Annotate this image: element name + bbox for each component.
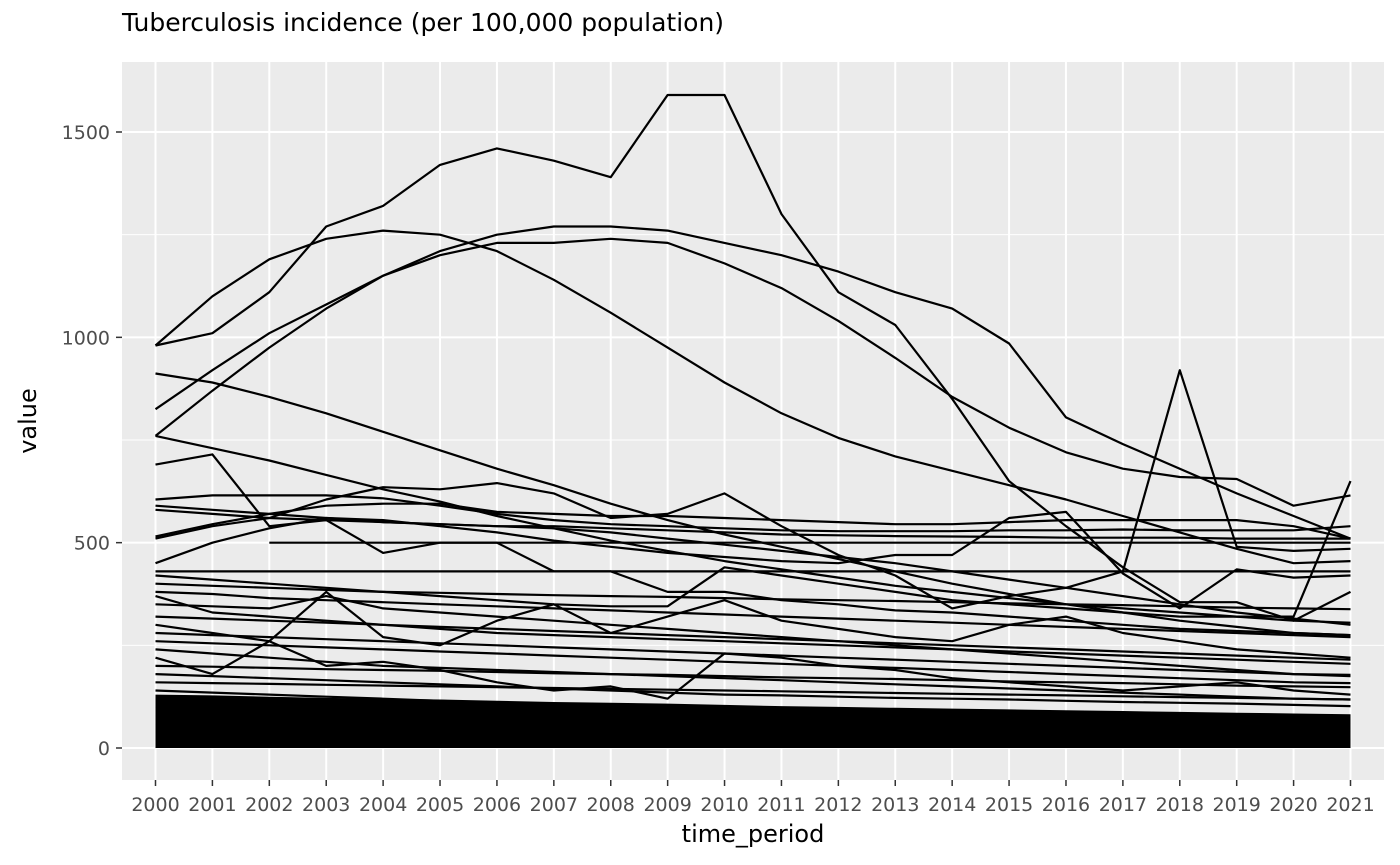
series-line-12 [155,369,1351,610]
plot-panel [122,62,1384,780]
y-tick-label: 0 [98,738,110,760]
series-line-7 [155,453,1351,637]
x-axis-title: time_period [682,820,825,848]
x-tick-label: 2012 [814,794,862,816]
y-tick-label: 1000 [62,327,110,349]
x-tick-label: 2016 [1042,794,1090,816]
x-tick-label: 2013 [871,794,919,816]
series-line-5 [155,372,1351,637]
series-line-11 [155,502,1351,540]
x-tick-label: 2020 [1269,794,1317,816]
x-tick-label: 2018 [1156,794,1204,816]
x-tick-label: 2008 [587,794,635,816]
x-tick-label: 2011 [757,794,805,816]
series-line-33 [155,714,1351,734]
series-line-2 [155,93,1351,622]
series-line-21 [155,615,1351,661]
x-tick-label: 2017 [1099,794,1147,816]
x-tick-label: 2006 [473,794,521,816]
x-tick-label: 2000 [131,794,179,816]
series-line-3 [154,225,1351,540]
series-line-27 [155,664,1351,689]
series-line-32 [155,705,1351,726]
grid-lines [122,62,1384,780]
axis-ticks [116,131,1352,786]
y-axis-title: value [14,388,42,454]
series-line-22 [155,590,1351,659]
series-line-13 [155,510,1351,610]
x-tick-label: 2005 [416,794,464,816]
series-line-17 [155,582,1351,611]
series-line-31 [155,697,1351,718]
series-line-30 [155,689,1351,722]
series-line-8 [155,494,1351,533]
x-tick-label: 2010 [700,794,748,816]
x-tick-label: 2001 [188,794,236,816]
series-line-28 [155,673,1351,708]
series-line-24 [155,640,1351,685]
series-line-10 [155,508,1351,540]
x-tick-label: 2019 [1213,794,1261,816]
series-line-1 [154,229,1351,565]
x-tick-label: 2014 [928,794,976,816]
series-line-20 [155,595,1351,678]
series-line-35 [155,730,1351,742]
x-tick-label: 2021 [1326,794,1374,816]
y-axis-tick-labels: 0 500 1000 1500 [62,122,110,760]
y-tick-label: 500 [74,533,110,555]
series-line-36 [155,738,1351,745]
y-tick-label: 1500 [62,122,110,144]
series-lines [154,93,1352,745]
x-tick-label: 2002 [245,794,293,816]
x-tick-label: 2009 [643,794,691,816]
series-line-29 [155,681,1351,701]
series-line-26 [155,640,1351,700]
x-tick-label: 2003 [302,794,350,816]
series-line-6 [155,434,1351,624]
chart-title: Tuberculosis incidence (per 100,000 popu… [122,8,725,37]
x-tick-label: 2015 [985,794,1033,816]
x-axis-tick-labels: 2000 2001 2002 2003 2004 2005 2006 2007 2008 2009… [131,794,1374,816]
x-tick-label: 2007 [530,794,578,816]
x-tick-label: 2004 [359,794,407,816]
